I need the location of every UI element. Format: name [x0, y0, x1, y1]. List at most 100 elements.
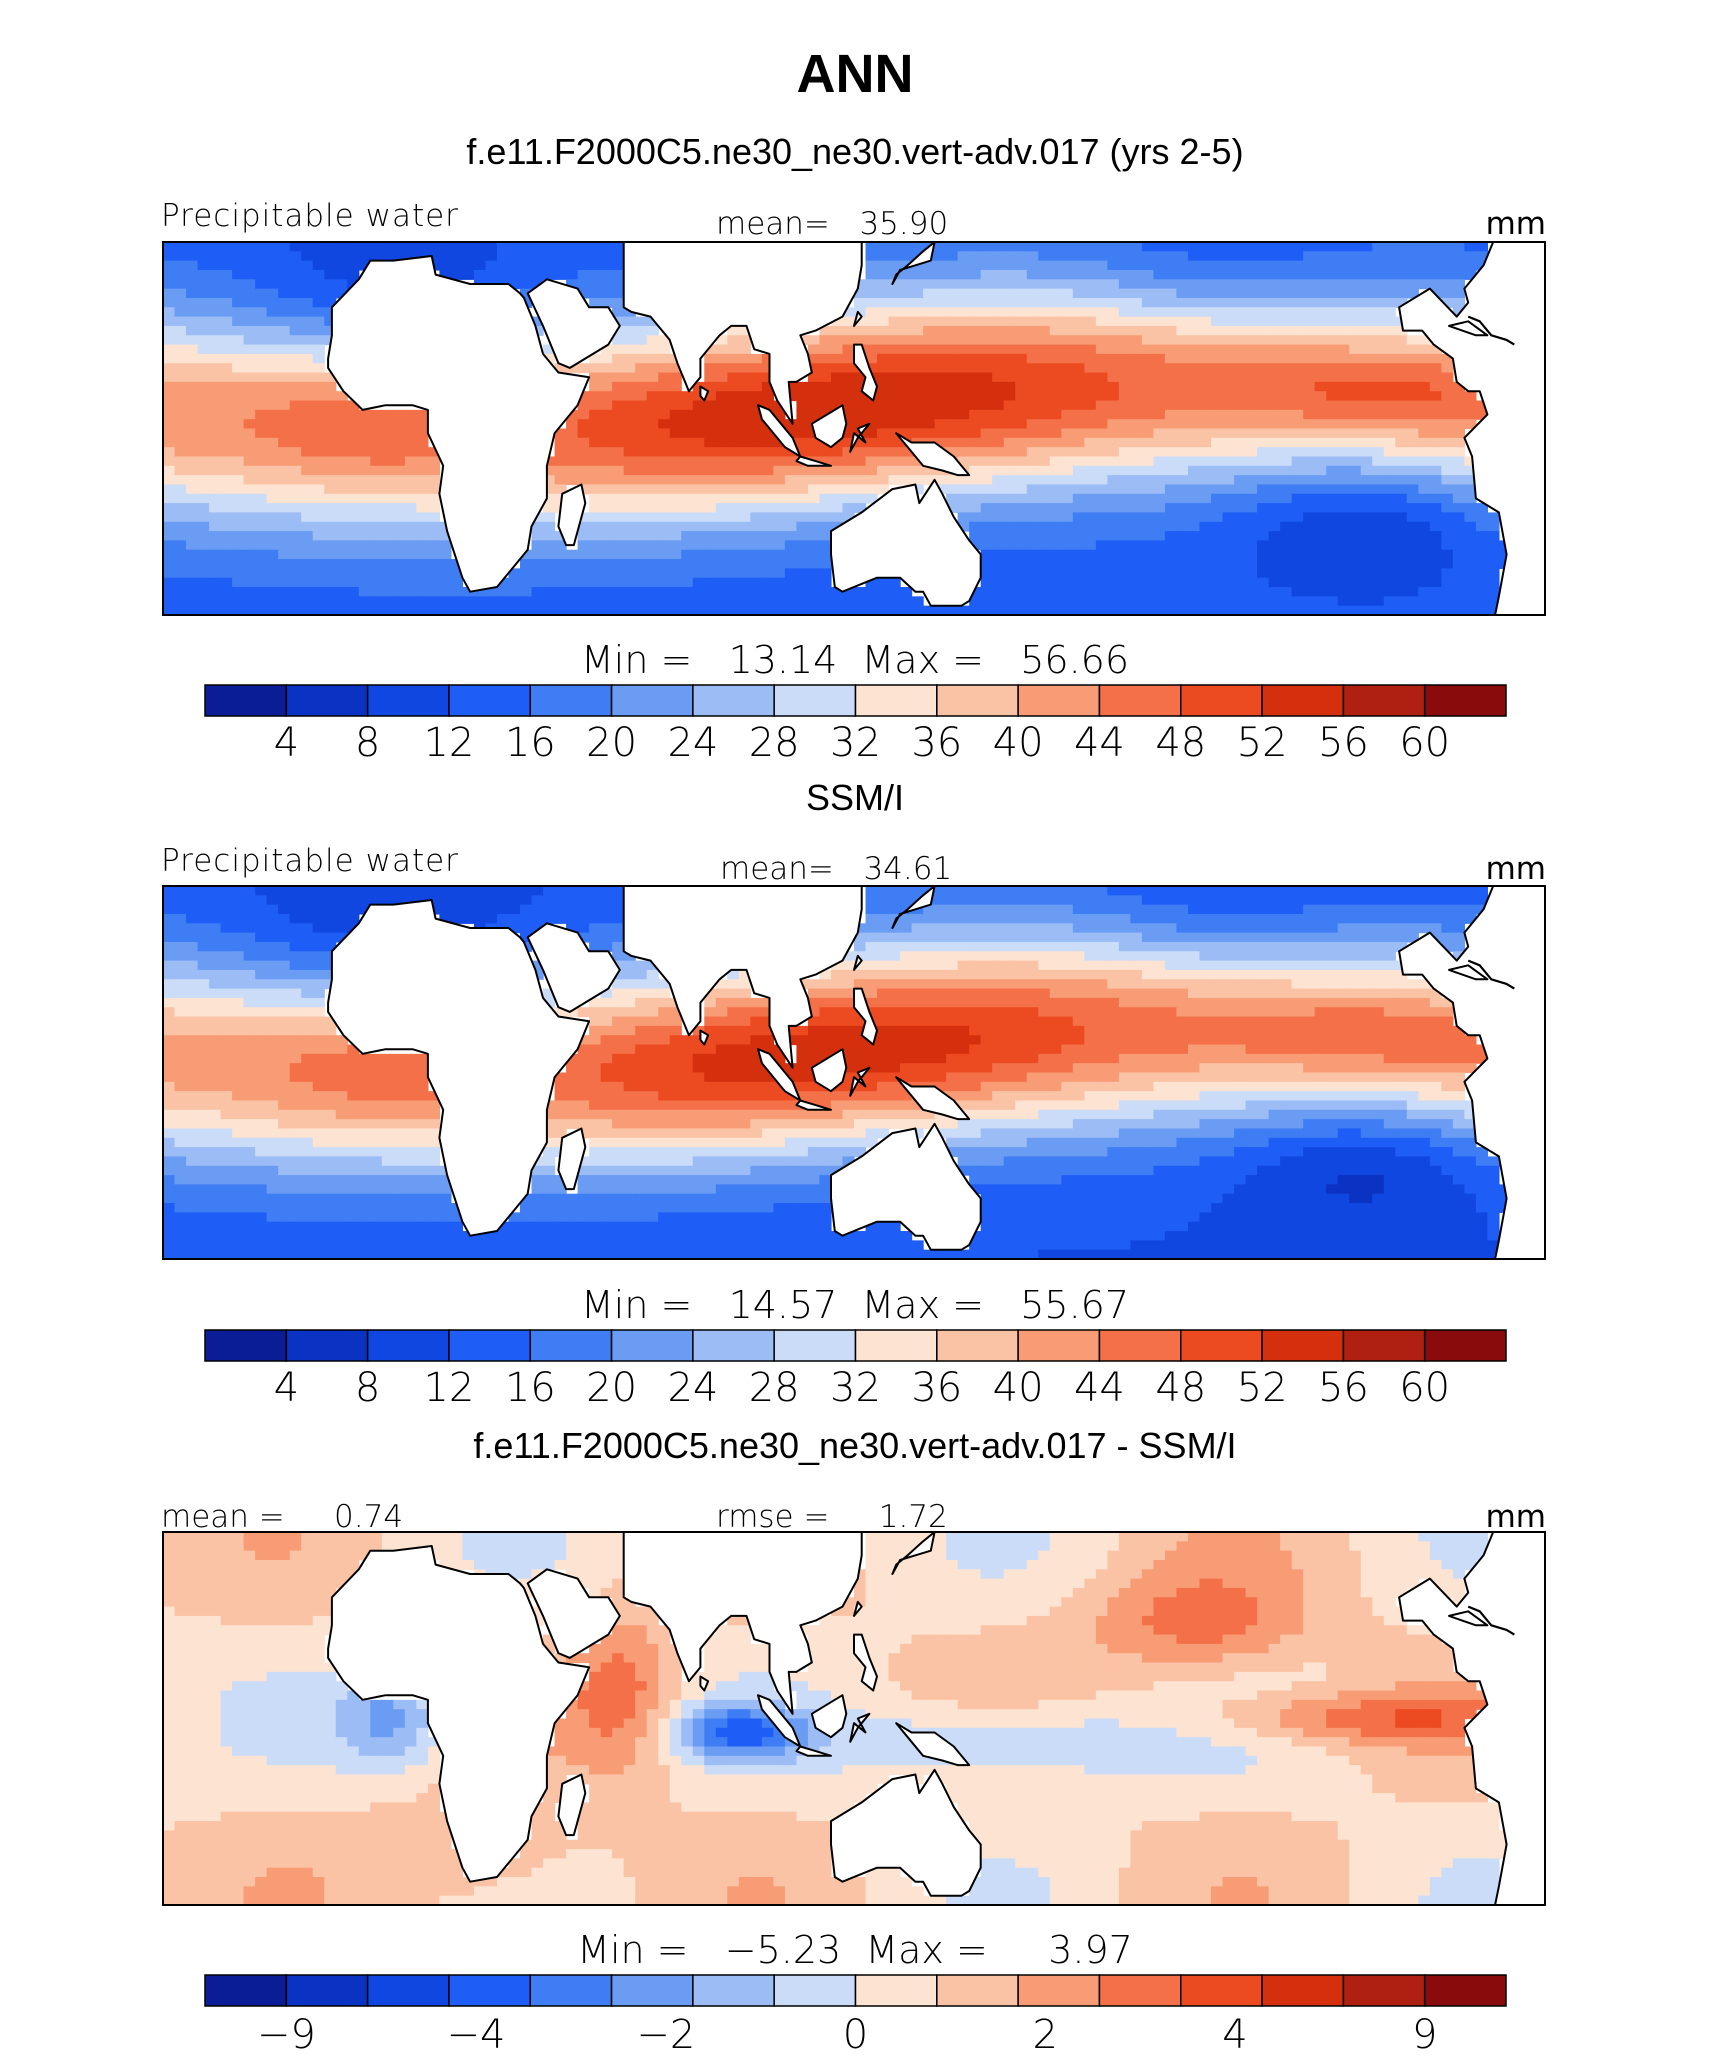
- field-cell: [911, 428, 924, 439]
- field-cell: [1406, 437, 1419, 448]
- field-cell: [681, 409, 694, 420]
- field-cell: [1176, 596, 1189, 607]
- field-cell: [1049, 325, 1062, 336]
- field-cell: [946, 484, 959, 495]
- field-cell: [1130, 960, 1143, 971]
- field-cell: [1164, 409, 1178, 420]
- field-cell: [1130, 344, 1143, 355]
- field-cell: [255, 363, 268, 374]
- field-cell: [1061, 456, 1074, 467]
- field-cell: [1222, 988, 1235, 999]
- field-cell: [278, 381, 291, 392]
- field-cell: [1349, 391, 1362, 402]
- field-cell: [842, 951, 855, 962]
- field-cell: [1061, 475, 1074, 486]
- field-cell: [1395, 325, 1408, 336]
- colorbar-tick-label: 32: [830, 720, 881, 766]
- field-cell: [1038, 923, 1051, 934]
- field-cell: [1176, 297, 1189, 308]
- field-cell: [1061, 353, 1074, 364]
- field-cell: [612, 503, 625, 514]
- field-cell: [980, 269, 993, 280]
- field-cell: [1337, 251, 1350, 262]
- field-cell: [1187, 960, 1201, 971]
- field-cell: [1314, 1007, 1327, 1018]
- field-cell: [1372, 437, 1385, 448]
- field-cell: [1187, 512, 1201, 523]
- field-cell: [784, 381, 798, 392]
- field-cell: [1026, 475, 1039, 486]
- field-cell: [854, 288, 867, 299]
- field-cell: [796, 447, 809, 458]
- field-cell: [163, 521, 176, 532]
- field-cell: [1003, 932, 1016, 943]
- field-cell: [220, 325, 233, 336]
- field-cell: [957, 969, 970, 980]
- field-cell: [934, 251, 947, 262]
- field-cell: [980, 1016, 993, 1027]
- field-cell: [969, 279, 982, 290]
- field-cell: [427, 447, 440, 458]
- field-cell: [335, 521, 348, 532]
- field-cell: [1314, 540, 1327, 551]
- field-cell: [658, 353, 671, 364]
- field-cell: [865, 913, 878, 924]
- field-cell: [1038, 428, 1051, 439]
- field-cell: [1418, 475, 1431, 486]
- field-cell: [370, 886, 383, 896]
- field-cell: [934, 335, 947, 346]
- field-cell: [1141, 419, 1155, 430]
- field-cell: [1164, 363, 1178, 374]
- field-cell: [255, 997, 268, 1008]
- field-cell: [220, 251, 233, 262]
- field-cell: [738, 353, 751, 364]
- field-cell: [1245, 549, 1258, 560]
- field-cell: [312, 997, 325, 1008]
- field-cell: [1383, 400, 1396, 411]
- field-cell: [854, 960, 867, 971]
- field-cell: [324, 381, 337, 392]
- field-cell: [404, 895, 417, 906]
- field-cell: [669, 419, 682, 430]
- field-cell: [865, 335, 878, 346]
- field-cell: [1349, 279, 1362, 290]
- field-cell: [1360, 335, 1373, 346]
- field-cell: [1176, 988, 1189, 999]
- field-cell: [727, 969, 740, 980]
- field-cell: [289, 419, 302, 430]
- field-cell: [600, 465, 613, 476]
- field-cell: [1084, 932, 1097, 943]
- field-cell: [1003, 419, 1016, 430]
- field-cell: [335, 568, 348, 579]
- field-cell: [877, 932, 890, 943]
- field-cell: [416, 409, 429, 420]
- field-cell: [243, 437, 256, 448]
- field-cell: [1141, 904, 1155, 915]
- field-cell: [197, 325, 210, 336]
- field-cell: [370, 559, 383, 569]
- field-cell: [1038, 363, 1051, 374]
- field-cell: [934, 242, 947, 252]
- field-cell: [738, 325, 751, 336]
- field-cell: [301, 587, 314, 597]
- field-cell: [1418, 437, 1431, 448]
- field-cell: [289, 512, 302, 523]
- field-cell: [209, 960, 222, 971]
- field-cell: [934, 1007, 947, 1018]
- field-cell: [727, 493, 740, 504]
- field-cell: [715, 372, 728, 383]
- field-cell: [1003, 391, 1016, 402]
- field-cell: [1038, 297, 1051, 308]
- field-cell: [197, 288, 210, 299]
- field-cell: [980, 531, 993, 541]
- field-cell: [566, 363, 579, 374]
- field-cell: [704, 409, 717, 420]
- field-cell: [1130, 325, 1143, 336]
- field-cell: [1061, 997, 1074, 1008]
- field-cell: [969, 325, 982, 336]
- field-cell: [900, 325, 913, 336]
- field-cell: [704, 988, 717, 999]
- field-cell: [704, 344, 717, 355]
- field-cell: [278, 559, 291, 569]
- field-cell: [600, 568, 613, 579]
